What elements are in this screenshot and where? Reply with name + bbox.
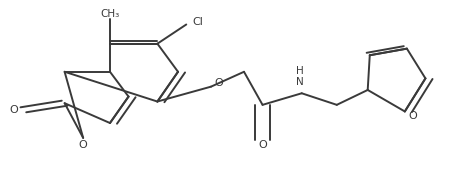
Text: Cl: Cl [192, 17, 203, 27]
Text: O: O [9, 105, 18, 115]
Text: H
N: H N [296, 66, 303, 87]
Text: O: O [215, 78, 223, 88]
Text: O: O [258, 140, 267, 150]
Text: CH₃: CH₃ [101, 9, 120, 19]
Text: O: O [409, 111, 417, 121]
Text: O: O [79, 140, 87, 150]
